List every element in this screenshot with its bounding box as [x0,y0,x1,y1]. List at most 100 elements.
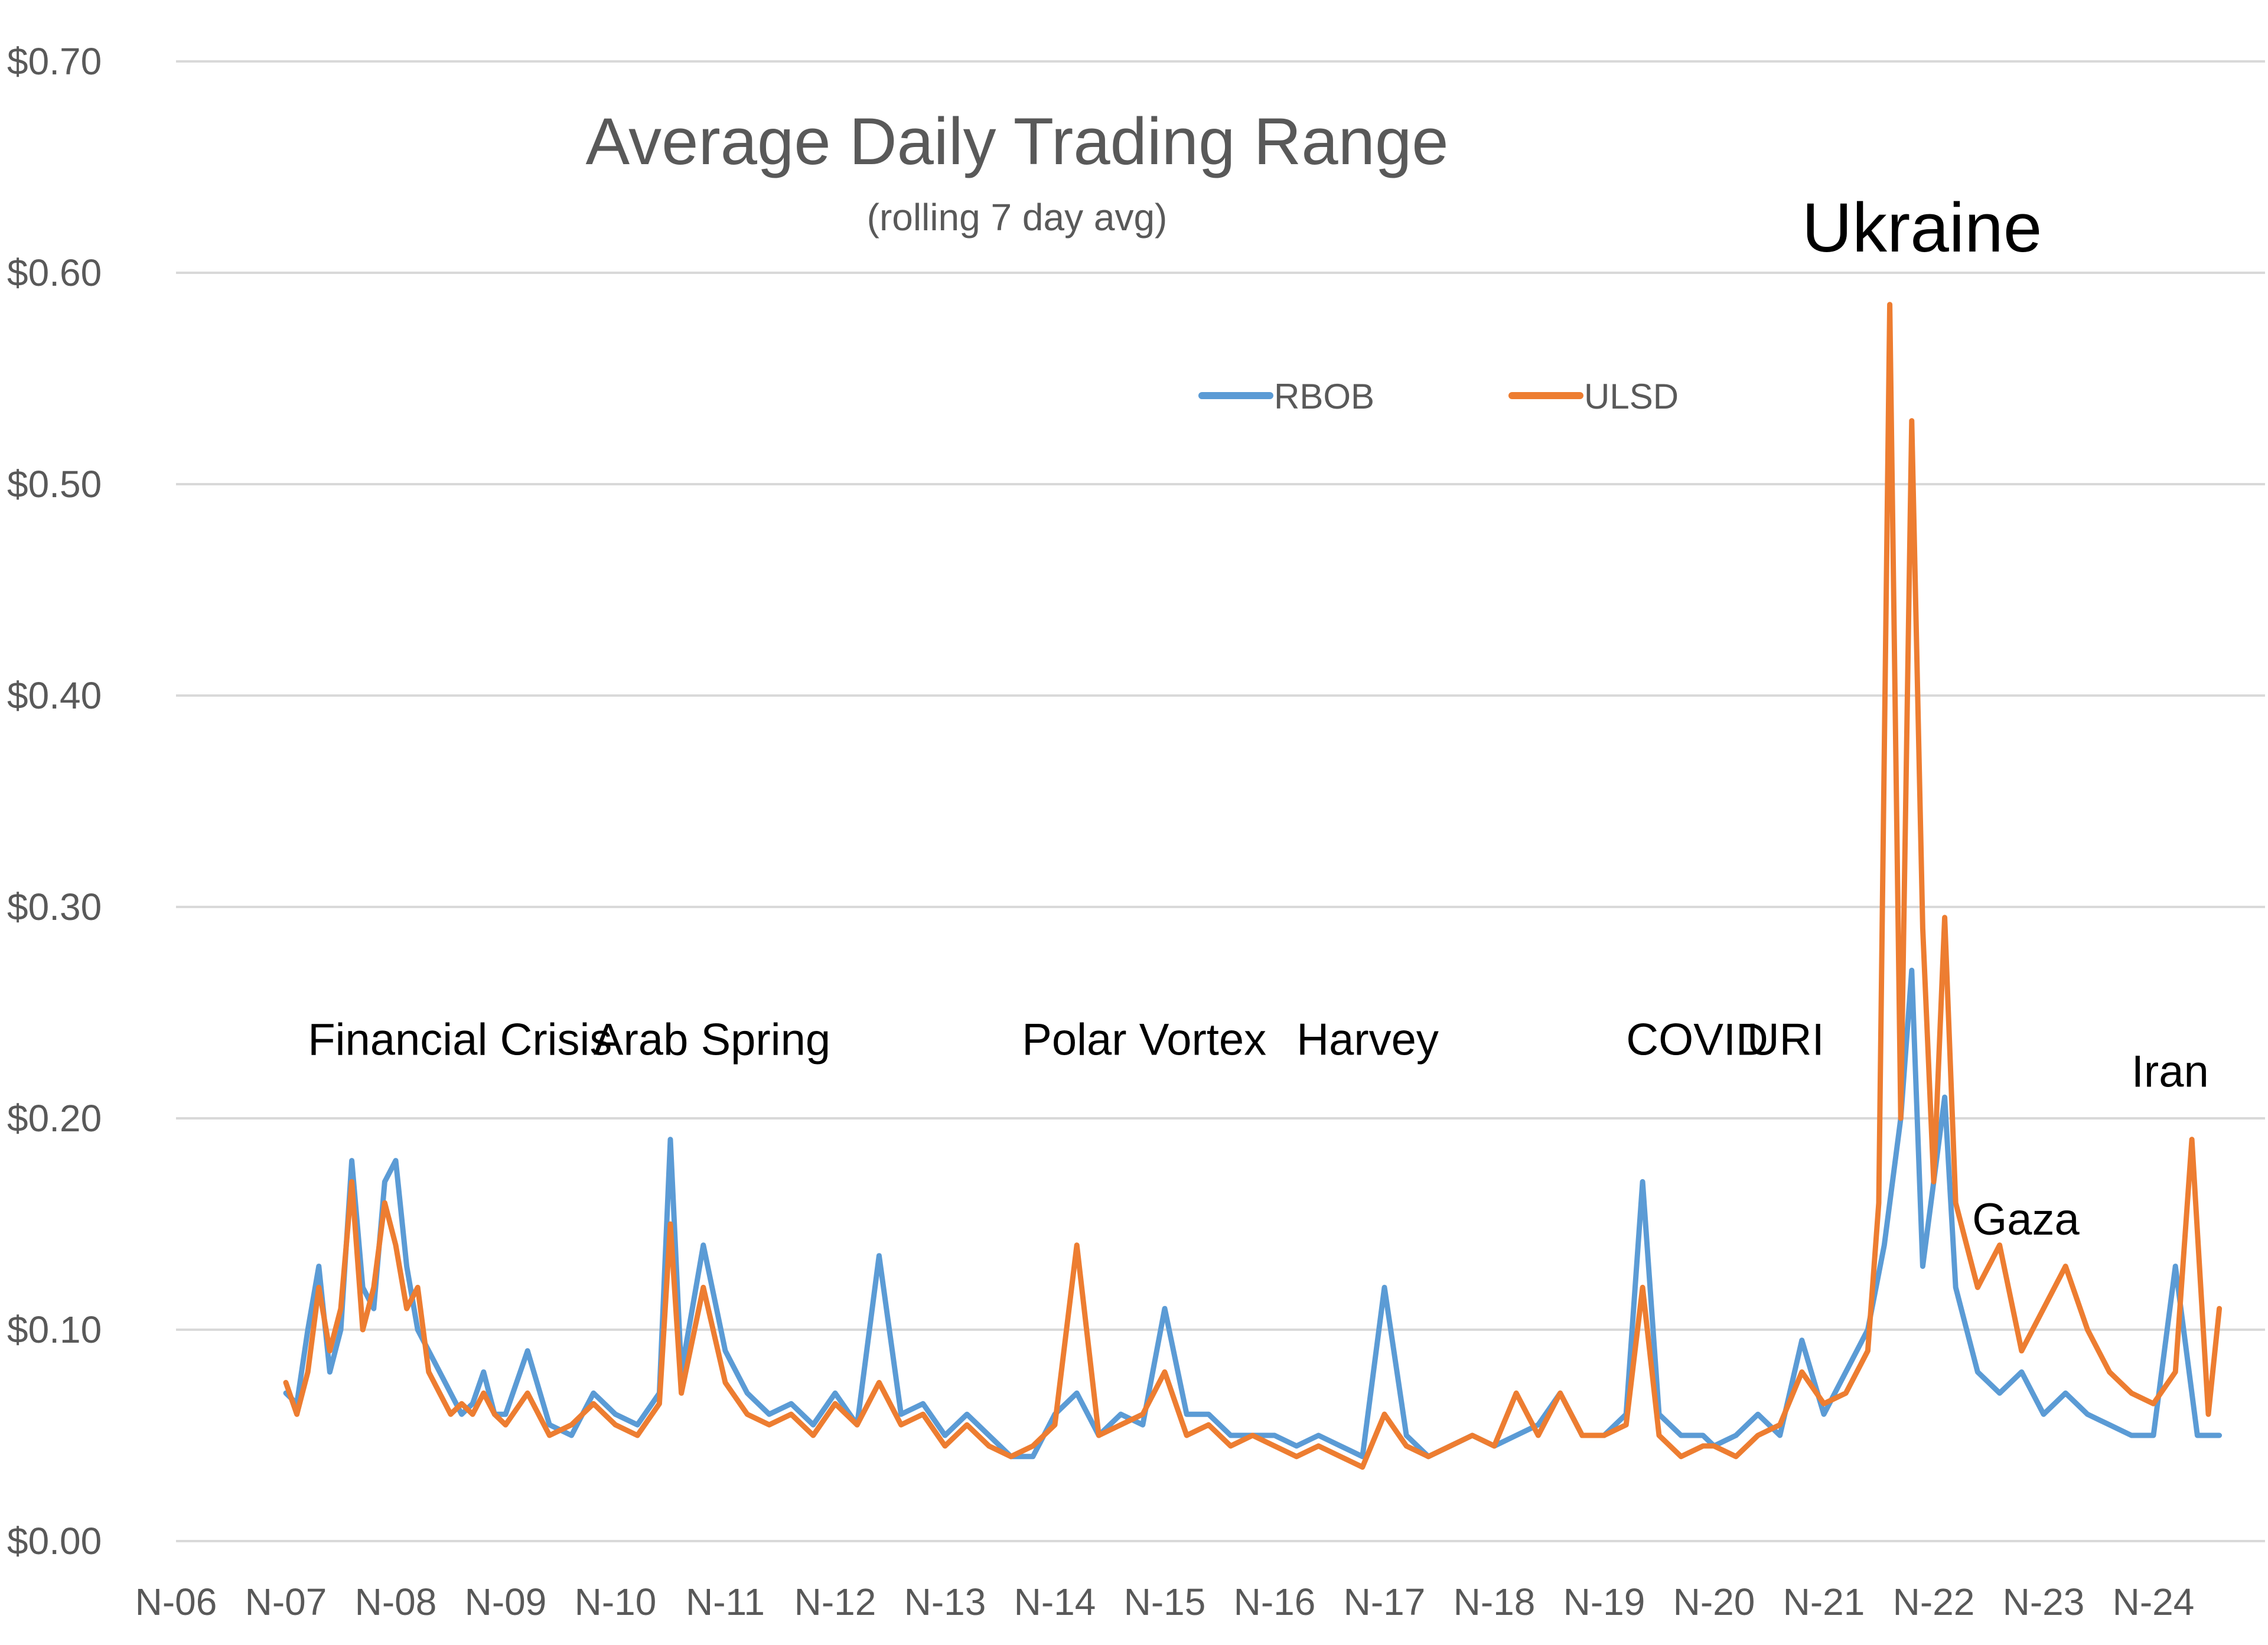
x-tick-label: N-13 [904,1581,986,1623]
x-tick-label: N-20 [1673,1581,1755,1623]
data-point-ulsd [1448,1444,1452,1448]
x-tick-label: N-10 [575,1581,657,1623]
data-point-ulsd [1624,1423,1628,1427]
data-point-ulsd [1778,1423,1782,1427]
data-point-rbob [921,1402,925,1406]
data-point-ulsd [1228,1444,1233,1448]
data-point-rbob [701,1243,705,1247]
data-point-ulsd [1163,1370,1166,1374]
data-point-ulsd [372,1285,376,1290]
x-tick-label: N-14 [1014,1581,1096,1623]
data-point-ulsd [1405,1444,1409,1448]
data-point-ulsd [1932,1180,1935,1184]
data-point-ulsd [1185,1434,1189,1437]
data-point-rbob [1405,1434,1409,1437]
data-point-ulsd [789,1412,793,1416]
data-point-rbob [1119,1412,1123,1416]
annotation-label: URI [1747,1015,1824,1065]
data-point-rbob [1031,1454,1035,1458]
data-point-ulsd [284,1380,288,1385]
data-point-rbob [745,1391,750,1395]
data-point-ulsd [701,1285,705,1290]
data-point-ulsd [2217,1307,2221,1311]
data-point-rbob [405,1264,409,1268]
gridlines [176,60,2265,1542]
data-point-ulsd [1888,302,1892,306]
y-tick-label: $0.70 [7,40,102,83]
data-point-ulsd [1943,915,1947,919]
data-point-ulsd [636,1434,640,1437]
data-point-ulsd [1954,1201,1958,1205]
data-point-rbob [526,1349,530,1353]
data-point-ulsd [1756,1434,1760,1437]
data-point-ulsd [1470,1434,1474,1437]
data-point-ulsd [943,1444,947,1448]
data-point-ulsd [306,1370,310,1374]
data-point-ulsd [669,1222,672,1226]
data-point-rbob [1701,1434,1705,1437]
data-point-rbob [1185,1412,1189,1416]
y-tick-label: $0.40 [7,674,102,717]
data-point-ulsd [1822,1402,1826,1406]
legend-label-ulsd: ULSD [1584,377,1679,416]
data-point-rbob [383,1180,387,1184]
annotation-label: Arab Spring [594,1015,830,1065]
y-axis-ticks: $0.00 $0.10 $0.20 $0.30 $0.40 $0.50 $0.60 $0.70 [7,40,102,1562]
y-tick-label: $0.20 [7,1097,102,1140]
data-point-ulsd [438,1391,442,1395]
x-tick-label: N-16 [1234,1581,1316,1623]
data-point-ulsd [811,1434,815,1437]
data-point-ulsd [2190,1137,2194,1141]
data-point-ulsd [526,1391,530,1395]
data-point-rbob [317,1264,321,1268]
data-point-rbob [569,1434,573,1437]
annotation-label: COVID [1626,1015,1768,1065]
data-point-rbob [1954,1285,1958,1290]
data-point-rbob [987,1434,991,1437]
series-lines [283,302,2223,1470]
data-point-ulsd [2064,1264,2068,1268]
data-point-ulsd [328,1349,332,1353]
data-point-ulsd [1383,1412,1386,1416]
data-point-rbob [724,1349,727,1353]
x-tick-label: N-07 [245,1581,327,1623]
x-tick-label: N-23 [2003,1581,2085,1623]
data-point-ulsd [361,1328,365,1331]
x-tick-label: N-17 [1344,1581,1426,1623]
data-point-ulsd [965,1423,969,1427]
data-point-rbob [1338,1444,1342,1448]
data-point-rbob [1909,968,1914,972]
y-tick-label: $0.50 [7,463,102,505]
annotation-label: Gaza [1972,1194,2080,1245]
data-point-ulsd [1909,419,1914,423]
data-point-rbob [789,1402,793,1406]
data-point-rbob [504,1412,507,1416]
data-point-ulsd [1493,1444,1496,1448]
legend-label-rbob: RBOB [1274,377,1374,416]
data-point-ulsd [657,1402,662,1406]
data-point-ulsd [295,1412,299,1416]
data-point-rbob [2195,1434,2199,1437]
data-point-rbob [877,1254,881,1258]
data-point-rbob [1822,1412,1826,1416]
data-point-ulsd [1075,1243,1079,1247]
data-point-ulsd [1657,1434,1661,1437]
data-point-rbob [1800,1338,1804,1342]
x-tick-label: N-19 [1563,1581,1645,1623]
series-line-ulsd [283,302,2223,1470]
data-point-rbob [1679,1434,1683,1437]
data-point-ulsd [1140,1412,1145,1416]
data-point-rbob [328,1370,332,1374]
data-point-rbob [811,1423,815,1427]
data-point-ulsd [1360,1465,1364,1469]
data-point-rbob [636,1423,640,1427]
data-point-ulsd [1273,1444,1276,1448]
data-point-rbob [1140,1423,1145,1427]
data-point-ulsd [1097,1434,1101,1437]
data-point-rbob [548,1423,552,1427]
x-tick-label: N-11 [686,1581,765,1623]
data-point-rbob [833,1391,837,1395]
data-point-rbob [1641,1180,1645,1184]
data-point-rbob [1514,1434,1518,1437]
